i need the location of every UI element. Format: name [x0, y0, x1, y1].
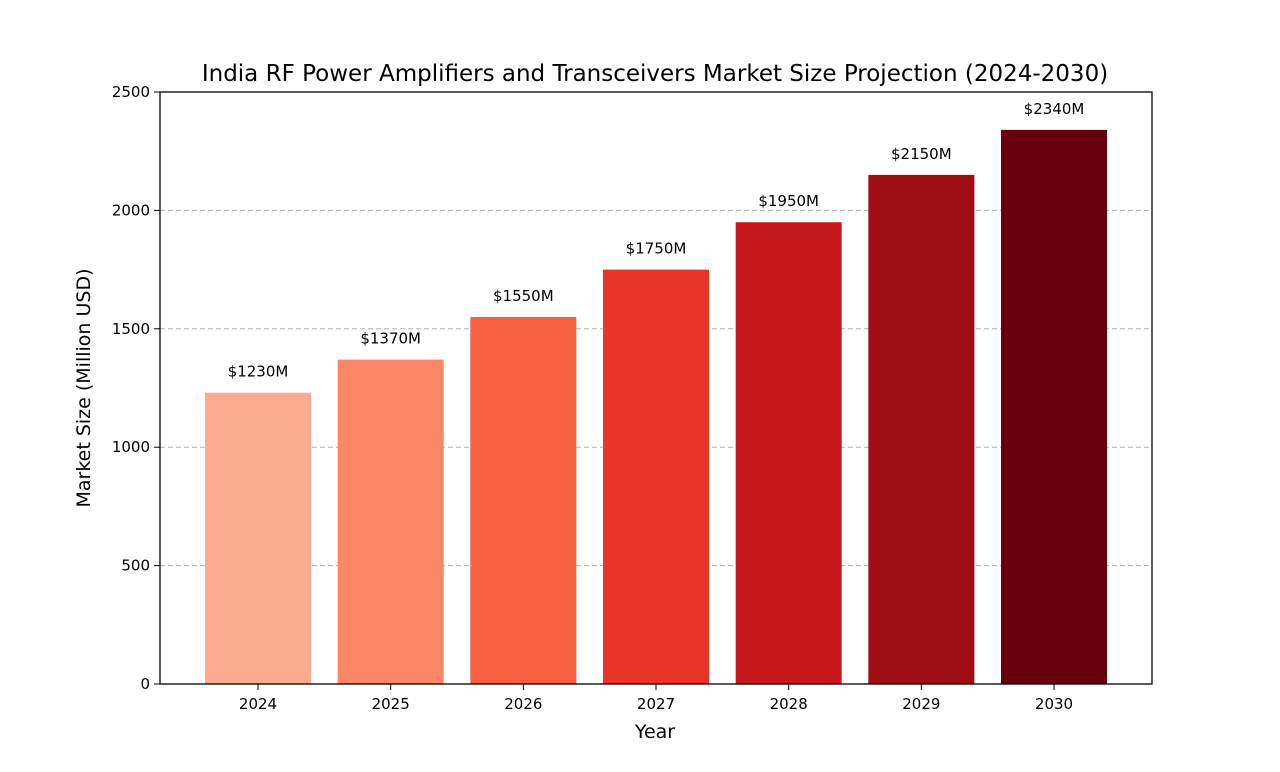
data-label-2024: $1230M [228, 363, 289, 381]
data-label-2025: $1370M [360, 330, 421, 348]
data-label-2029: $2150M [891, 145, 952, 163]
y-tick-label: 2000 [112, 201, 150, 219]
x-tick-label: 2026 [504, 695, 542, 713]
x-axis-label: Year [634, 721, 675, 743]
x-tick-label: 2028 [770, 695, 808, 713]
bar-2024 [205, 392, 311, 684]
bar-2030 [1001, 129, 1108, 684]
x-tick-label: 2024 [239, 695, 277, 713]
y-tick-label: 0 [140, 675, 150, 693]
chart-title: India RF Power Amplifiers and Transceive… [202, 61, 1108, 87]
data-label-2030: $2340M [1024, 100, 1085, 118]
x-tick-label: 2027 [637, 695, 675, 713]
data-labels: $1230M $1370M $1550M $1750M $1950M $2150M $234… [228, 100, 1085, 381]
bar-2028 [735, 222, 842, 685]
y-tick-label: 2500 [112, 83, 150, 101]
x-axis-ticks: 2024 2025 2026 2027 2028 2029 2030 [239, 684, 1073, 713]
bar-2026 [470, 316, 577, 684]
bar-2025 [337, 359, 444, 684]
bar-2027 [603, 269, 710, 684]
bars [205, 129, 1108, 685]
data-label-2028: $1950M [758, 192, 819, 210]
y-tick-label: 1500 [112, 320, 150, 338]
data-label-2027: $1750M [626, 240, 687, 258]
x-tick-label: 2030 [1035, 695, 1073, 713]
y-tick-label: 1000 [112, 438, 150, 456]
x-tick-label: 2029 [902, 695, 940, 713]
data-label-2026: $1550M [493, 287, 554, 305]
y-axis-label: Market Size (Million USD) [73, 268, 95, 507]
bar-2029 [868, 174, 975, 684]
x-tick-label: 2025 [372, 695, 410, 713]
y-axis-ticks: 0 500 1000 1500 2000 2500 [112, 83, 160, 693]
y-tick-label: 500 [121, 557, 150, 575]
